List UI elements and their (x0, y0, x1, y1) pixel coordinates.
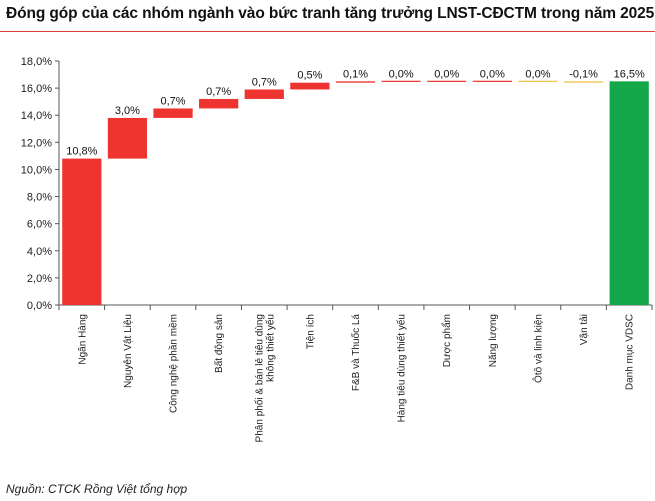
source-note: Nguồn: CTCK Rồng Việt tổng hợp (6, 482, 188, 496)
bar-value-label: 10,8% (66, 146, 97, 158)
waterfall-bar (153, 108, 193, 118)
chart-category-labels: Ngân Hàng Nguyên Vật Liệu Công nghệ phần m… (77, 314, 635, 443)
y-tick-label: 0,0% (27, 300, 52, 312)
x-category-label: Nguyên Vật Liệu (123, 314, 134, 388)
waterfall-bar (199, 98, 239, 109)
x-category-label: Dược phẩm (441, 314, 453, 367)
x-category-label: Vận tải (579, 314, 590, 345)
x-category-label: Phân phối & bán lẻ tiêu dùng (253, 314, 265, 442)
chart-axes: 0,0% 2,0% 4,0% 6,0% 8,0% 10,0% 12,0% 14,0% 16,0%… (21, 56, 653, 312)
y-tick-label: 2,0% (27, 273, 52, 285)
bar-value-label: -0,1% (569, 68, 598, 80)
x-category-label: Ngân Hàng (77, 314, 88, 365)
chart-bars (62, 80, 649, 305)
chart-data-labels: 10,8% 3,0% 0,7% 0,7% 0,7% 0,5% 0,1% 0,0% 0,0% 0,0… (66, 68, 645, 157)
y-tick-label: 12,0% (21, 137, 52, 149)
waterfall-bar (472, 80, 512, 82)
bar-value-label: 0,1% (343, 68, 368, 80)
bar-value-label: 0,0% (434, 68, 459, 80)
y-tick-label: 10,0% (21, 164, 52, 176)
waterfall-bar (290, 82, 330, 90)
bar-value-label: 0,7% (252, 76, 277, 88)
chart-title: Đóng góp của các nhóm ngành vào bức tran… (6, 5, 655, 22)
x-category-label: Hàng tiêu dùng thiết yếu (396, 314, 408, 422)
x-category-label: không thiết yếu (264, 314, 276, 382)
y-tick-label: 16,0% (21, 83, 52, 95)
bar-value-label: 0,5% (297, 70, 322, 82)
y-tick-label: 14,0% (21, 110, 52, 122)
bar-value-label: 16,5% (614, 68, 645, 80)
waterfall-bar (335, 81, 376, 83)
x-category-label: Bất động sản (213, 314, 225, 373)
waterfall-bar (244, 89, 284, 99)
bar-value-label: 0,0% (389, 68, 414, 80)
waterfall-bar (427, 80, 467, 82)
y-tick-label: 4,0% (27, 246, 52, 258)
waterfall-bar (107, 117, 148, 159)
x-category-label: Danh mục VDSC (625, 314, 636, 390)
waterfall-bar (563, 81, 604, 83)
waterfall-bar (62, 158, 102, 305)
waterfall-chart: 0,0% 2,0% 4,0% 6,0% 8,0% 10,0% 12,0% 14,0% 16,0%… (21, 56, 653, 443)
title-divider (0, 31, 655, 32)
y-tick-label: 18,0% (21, 56, 52, 68)
bar-value-label: 0,7% (160, 95, 185, 107)
x-category-label: Tiện ích (305, 314, 316, 349)
x-category-label: Ôtô và linh kiện (531, 314, 544, 383)
y-tick-label: 6,0% (27, 219, 52, 231)
x-category-label: F&B và Thuốc Lá (350, 314, 362, 392)
bar-value-label: 0,0% (480, 68, 505, 80)
bar-value-label: 0,7% (206, 86, 231, 98)
x-category-label: Công nghệ phần mềm (168, 314, 180, 413)
bar-value-label: 0,0% (525, 68, 550, 80)
y-tick-label: 8,0% (27, 192, 52, 204)
waterfall-bar (609, 81, 649, 305)
bar-value-label: 3,0% (115, 105, 140, 117)
x-category-label: Năng lượng (488, 314, 499, 367)
waterfall-bar (381, 80, 421, 82)
waterfall-bar (518, 80, 558, 82)
